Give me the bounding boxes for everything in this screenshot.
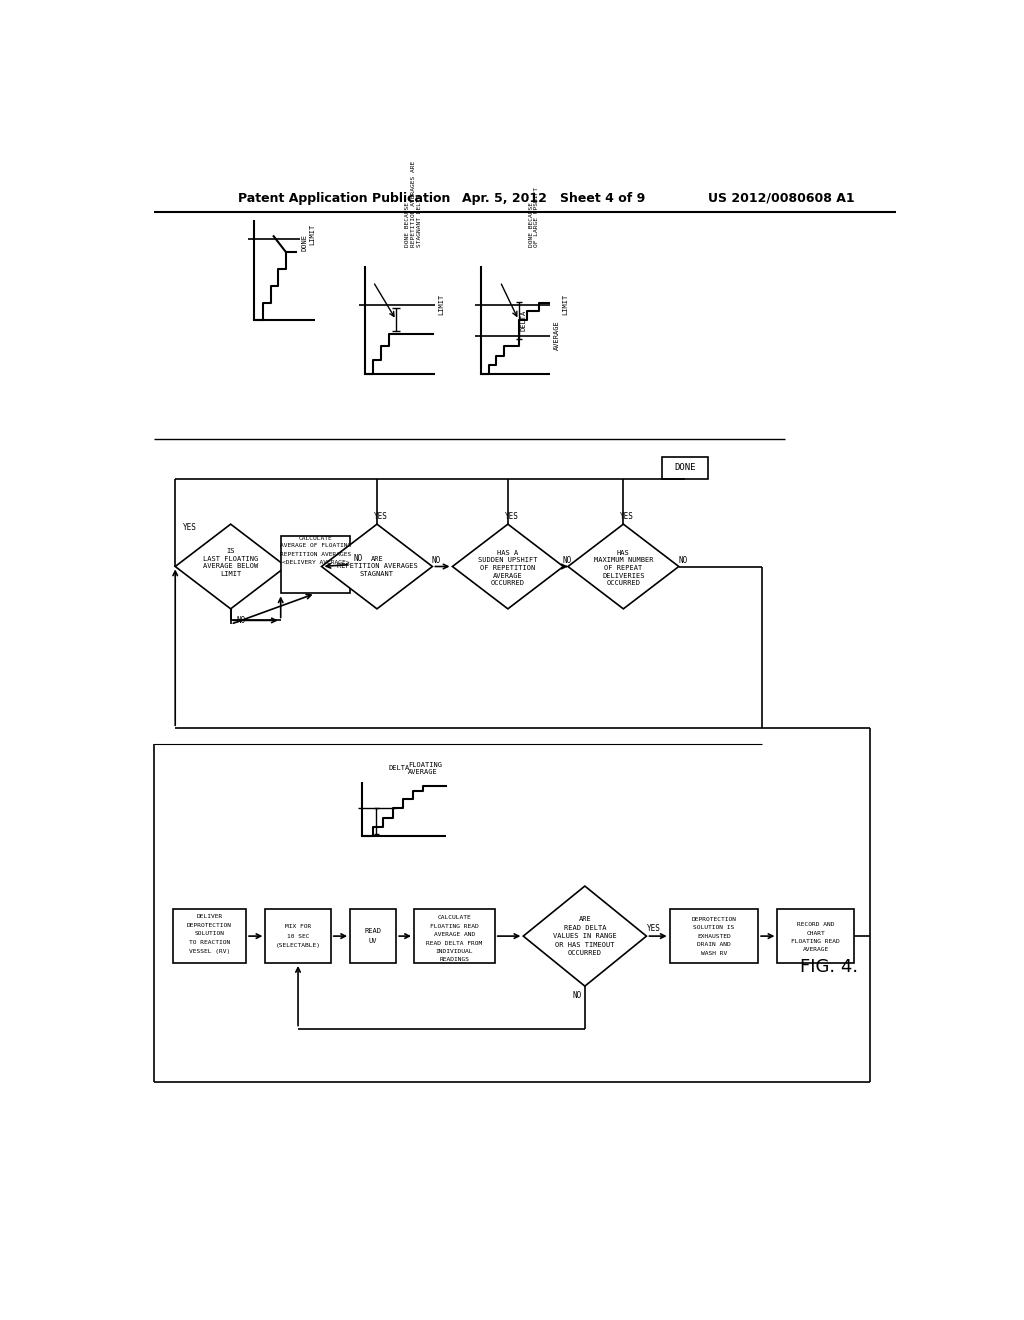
Text: AVERAGE AND: AVERAGE AND: [434, 932, 475, 937]
Text: AVERAGE: AVERAGE: [554, 321, 560, 350]
Text: LIMIT: LIMIT: [562, 294, 568, 315]
Text: OCCURRED: OCCURRED: [490, 581, 525, 586]
Text: REPETITION AVERAGES: REPETITION AVERAGES: [280, 552, 351, 557]
Text: YES: YES: [183, 524, 197, 532]
Text: Patent Application Publication: Patent Application Publication: [239, 191, 451, 205]
Text: LAST FLOATING: LAST FLOATING: [203, 556, 258, 562]
Text: CALCULATE: CALCULATE: [298, 536, 332, 541]
Text: FIG. 4.: FIG. 4.: [801, 958, 858, 975]
Text: MIX FOR: MIX FOR: [285, 924, 311, 929]
Text: NO: NO: [678, 556, 687, 565]
Text: READ DELTA: READ DELTA: [563, 924, 606, 931]
Text: 10 SEC: 10 SEC: [287, 933, 309, 939]
Text: <DELIVERY AVERAGE>: <DELIVERY AVERAGE>: [282, 560, 349, 565]
Text: DEPROTECTION: DEPROTECTION: [691, 916, 736, 921]
Text: YES: YES: [374, 512, 388, 521]
Text: AVERAGE: AVERAGE: [803, 948, 829, 953]
Text: READ DELTA FROM: READ DELTA FROM: [426, 941, 482, 945]
Polygon shape: [322, 524, 432, 609]
FancyBboxPatch shape: [670, 909, 758, 964]
FancyBboxPatch shape: [777, 909, 854, 964]
Text: LIMIT: LIMIT: [438, 294, 444, 315]
Text: YES: YES: [505, 512, 518, 521]
Text: UV: UV: [369, 937, 378, 944]
Text: OF REPEAT: OF REPEAT: [604, 565, 642, 572]
Text: DELIVER: DELIVER: [197, 915, 222, 919]
Text: VESSEL (RV): VESSEL (RV): [188, 949, 230, 954]
Polygon shape: [523, 886, 646, 986]
Text: TO REACTION: TO REACTION: [188, 940, 230, 945]
Text: OCCURRED: OCCURRED: [568, 950, 602, 956]
Text: VALUES IN RANGE: VALUES IN RANGE: [553, 933, 616, 939]
FancyBboxPatch shape: [265, 909, 331, 964]
Text: FLOATING READ: FLOATING READ: [792, 939, 841, 944]
Text: OF REPETITION: OF REPETITION: [480, 565, 536, 572]
Text: HAS: HAS: [617, 549, 630, 556]
Text: CHART: CHART: [807, 931, 825, 936]
Text: SOLUTION IS: SOLUTION IS: [693, 925, 734, 931]
Text: HAS A: HAS A: [498, 549, 518, 556]
Polygon shape: [175, 524, 286, 609]
Text: NO: NO: [353, 554, 362, 562]
Text: CALCULATE: CALCULATE: [437, 915, 471, 920]
Text: WASH RV: WASH RV: [700, 950, 727, 956]
Text: OCCURRED: OCCURRED: [606, 581, 640, 586]
Polygon shape: [453, 524, 563, 609]
Text: YES: YES: [647, 924, 662, 933]
Text: DELTA: DELTA: [388, 766, 410, 771]
Text: READINGS: READINGS: [439, 957, 469, 962]
Text: AVERAGE: AVERAGE: [493, 573, 522, 578]
Text: NO: NO: [572, 991, 582, 999]
Text: YES: YES: [621, 512, 634, 521]
Text: RECORD AND: RECORD AND: [797, 923, 835, 927]
FancyBboxPatch shape: [662, 457, 708, 479]
Text: DELTA: DELTA: [521, 309, 527, 331]
Text: MAXIMUM NUMBER: MAXIMUM NUMBER: [594, 557, 653, 564]
Text: AVERAGE BELOW: AVERAGE BELOW: [203, 564, 258, 569]
Text: READ: READ: [365, 928, 382, 935]
Text: OR HAS TIMEOUT: OR HAS TIMEOUT: [555, 941, 614, 948]
Text: DELIVERIES: DELIVERIES: [602, 573, 645, 578]
Text: SOLUTION: SOLUTION: [195, 932, 224, 936]
FancyBboxPatch shape: [350, 909, 396, 964]
Text: DEPROTECTION: DEPROTECTION: [187, 923, 232, 928]
Text: LIMIT: LIMIT: [309, 224, 315, 246]
Text: Apr. 5, 2012   Sheet 4 of 9: Apr. 5, 2012 Sheet 4 of 9: [462, 191, 645, 205]
Text: AVERAGE OF FLOATING: AVERAGE OF FLOATING: [280, 544, 351, 548]
Text: LIMIT: LIMIT: [220, 572, 242, 577]
Text: NO: NO: [562, 556, 571, 565]
Text: STAGNANT: STAGNANT: [360, 572, 394, 577]
Polygon shape: [568, 524, 679, 609]
FancyBboxPatch shape: [281, 536, 350, 594]
Text: DONE BECAUSE
REPETITION AVERAGES ARE
STAGNANT DELTA: DONE BECAUSE REPETITION AVERAGES ARE STA…: [406, 161, 422, 247]
Text: EXHAUSTED: EXHAUSTED: [697, 933, 731, 939]
Text: IS: IS: [226, 548, 234, 554]
Text: NO: NO: [237, 616, 246, 624]
FancyBboxPatch shape: [414, 909, 495, 964]
Text: DONE: DONE: [301, 234, 307, 251]
FancyBboxPatch shape: [173, 909, 246, 964]
Text: DONE: DONE: [674, 463, 695, 473]
Text: FLOATING
AVERAGE: FLOATING AVERAGE: [408, 762, 441, 775]
Text: FLOATING READ: FLOATING READ: [430, 924, 479, 928]
Text: DRAIN AND: DRAIN AND: [697, 942, 731, 946]
Text: ARE: ARE: [371, 556, 383, 562]
Text: DONE BECAUSE
OF LARGE UPSHIFT: DONE BECAUSE OF LARGE UPSHIFT: [528, 187, 540, 247]
Text: ARE: ARE: [579, 916, 591, 923]
Text: SUDDEN UPSHIFT: SUDDEN UPSHIFT: [478, 557, 538, 564]
Text: INDIVIDUAL: INDIVIDUAL: [435, 949, 473, 954]
Text: NO: NO: [432, 556, 441, 565]
Text: REPETITION AVERAGES: REPETITION AVERAGES: [337, 564, 418, 569]
Text: (SELECTABLE): (SELECTABLE): [275, 942, 321, 948]
Text: US 2012/0080608 A1: US 2012/0080608 A1: [708, 191, 855, 205]
